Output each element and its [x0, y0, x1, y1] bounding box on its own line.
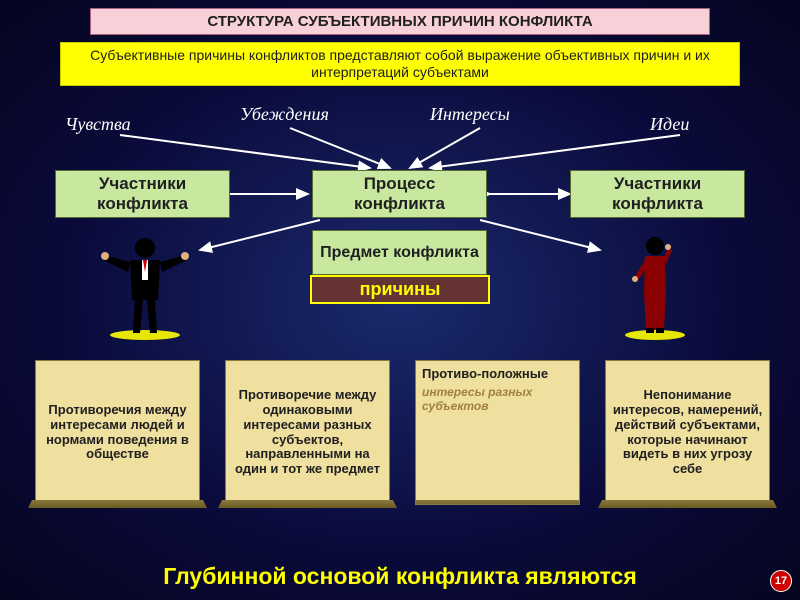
- cause-box-3: Противо-положные интересы разных субъект…: [415, 360, 580, 505]
- cause-text-3a: Противо-положные: [422, 367, 548, 382]
- box-participants-left: Участники конфликта: [55, 170, 230, 218]
- bottom-title: Глубинной основой конфликта являются: [0, 563, 800, 590]
- box-participants-right: Участники конфликта: [570, 170, 745, 218]
- label-feelings: Чувства: [65, 114, 131, 135]
- figure-person-right: [610, 230, 700, 340]
- cause-text-3b: интересы разных субъектов: [422, 386, 573, 414]
- title-bar: СТРУКТУРА СУБЪЕКТИВНЫХ ПРИЧИН КОНФЛИКТА: [90, 8, 710, 35]
- label-beliefs: Убеждения: [240, 104, 329, 125]
- cause-box-4: Непонимание интересов, намерений, действ…: [605, 360, 770, 505]
- label-interests: Интересы: [430, 104, 510, 125]
- cause-text-1: Противоречия между интересами людей и но…: [42, 403, 193, 463]
- subtitle-bar: Субъективные причины конфликтов представ…: [60, 42, 740, 86]
- page-number: 17: [770, 570, 792, 592]
- figure-person-left: [100, 230, 190, 340]
- box-process: Процесс конфликта: [312, 170, 487, 218]
- cause-box-1: Противоречия между интересами людей и но…: [35, 360, 200, 505]
- reasons-label: причины: [310, 275, 490, 304]
- cause-text-4: Непонимание интересов, намерений, действ…: [612, 388, 763, 478]
- box-subject: Предмет конфликта: [312, 230, 487, 275]
- cause-box-2: Противоречие между одинаковыми интересам…: [225, 360, 390, 505]
- cause-text-2: Противоречие между одинаковыми интересам…: [232, 388, 383, 478]
- label-ideas: Идеи: [650, 114, 689, 135]
